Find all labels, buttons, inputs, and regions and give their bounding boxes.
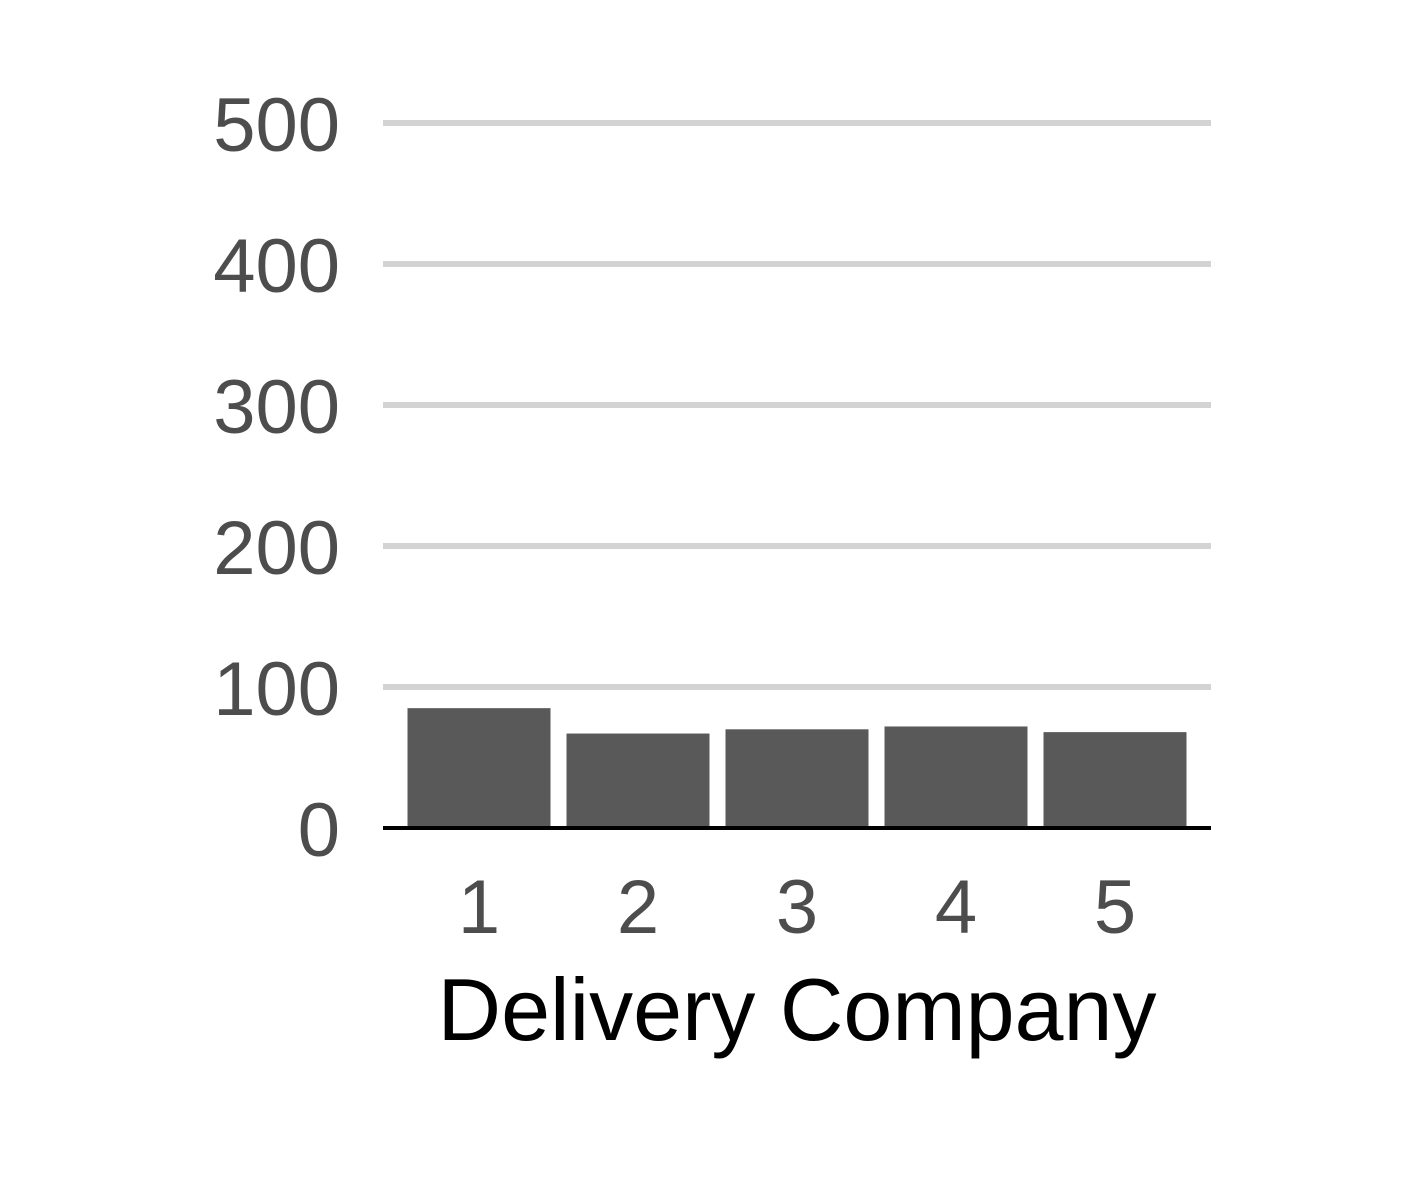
bar-2	[566, 733, 710, 828]
y-tick-label: 100	[213, 647, 340, 732]
x-tick-label: 4	[935, 865, 977, 950]
x-tick-label: 2	[617, 865, 659, 950]
x-tick-label: 3	[776, 865, 818, 950]
x-tick-labels: 1 2 3 4 5	[458, 865, 1136, 950]
y-tick-label: 500	[213, 83, 340, 168]
y-tick-labels: 0 100 200 300 400 500	[213, 83, 340, 873]
y-tick-label: 300	[213, 365, 340, 450]
y-tick-label: 0	[298, 788, 340, 873]
x-axis-title: Delivery Company	[438, 960, 1157, 1059]
x-tick-label: 5	[1094, 865, 1136, 950]
bar-1	[407, 708, 551, 828]
bar-5	[1043, 732, 1187, 828]
bars	[407, 708, 1187, 828]
y-tick-label: 400	[213, 224, 340, 309]
gridlines	[383, 120, 1211, 690]
bar-3	[725, 729, 869, 828]
bar-4	[884, 726, 1028, 828]
y-tick-label: 200	[213, 506, 340, 591]
x-tick-label: 1	[458, 865, 500, 950]
